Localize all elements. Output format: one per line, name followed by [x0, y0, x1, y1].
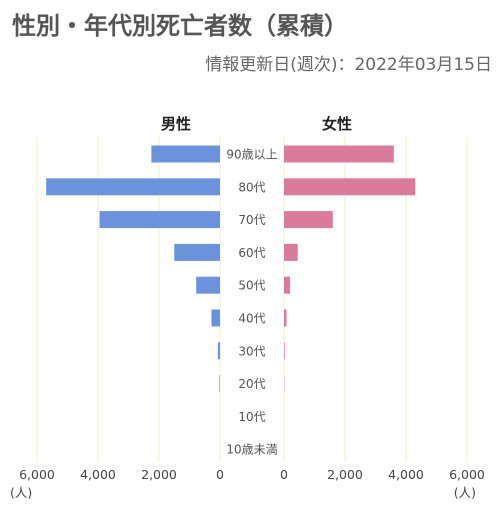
- legend-female: 女性: [322, 115, 352, 133]
- unit-label-right: (人): [454, 485, 476, 500]
- bar-female-6: [284, 342, 285, 360]
- bar-female-4: [284, 276, 291, 294]
- tick-left-1: 4,000: [80, 467, 116, 482]
- tick-right-3: 6,000: [449, 467, 485, 482]
- category-label-0: 90歳以上: [226, 148, 277, 162]
- category-label-1: 80代: [238, 180, 265, 194]
- category-label-7: 20代: [238, 377, 265, 391]
- bar-male-2: [99, 211, 220, 229]
- update-date: 情報更新日(週次)：2022年03月15日: [205, 55, 492, 75]
- tick-left-3: 0: [216, 467, 224, 482]
- bar-male-7: [219, 375, 220, 393]
- tick-left-0: 6,000: [19, 467, 55, 482]
- bar-female-3: [284, 243, 298, 261]
- category-label-4: 50代: [238, 279, 265, 293]
- bar-female-2: [284, 211, 333, 229]
- tick-right-1: 2,000: [327, 467, 363, 482]
- category-label-2: 70代: [238, 213, 265, 227]
- category-labels: 90歳以上 80代 70代 60代 50代 40代 30代 20代 10代 10歳未満: [226, 148, 277, 457]
- category-label-9: 10歳未満: [226, 443, 277, 457]
- category-label-5: 40代: [238, 312, 265, 326]
- tick-right-0: 0: [280, 467, 288, 482]
- bar-male-3: [174, 243, 220, 261]
- category-label-6: 30代: [238, 344, 265, 358]
- bars: [46, 145, 416, 393]
- x-axis-ticks: 6,000 4,000 2,000 0 0 2,000 4,000 6,000: [19, 467, 485, 482]
- unit-label-left: (人): [10, 485, 32, 500]
- bar-male-1: [46, 178, 221, 196]
- bar-female-1: [284, 178, 416, 196]
- chart-title: 性別・年代別死亡者数（累積）: [12, 12, 348, 40]
- bar-female-5: [284, 309, 287, 327]
- bar-male-0: [151, 145, 220, 163]
- tick-right-2: 4,000: [388, 467, 424, 482]
- tick-left-2: 2,000: [141, 467, 177, 482]
- bar-male-5: [211, 309, 220, 327]
- category-label-8: 10代: [238, 410, 265, 424]
- category-label-3: 60代: [238, 246, 265, 260]
- legend-male: 男性: [161, 115, 191, 133]
- bar-male-6: [217, 342, 220, 360]
- bar-female-0: [284, 145, 394, 163]
- bar-male-4: [196, 276, 220, 294]
